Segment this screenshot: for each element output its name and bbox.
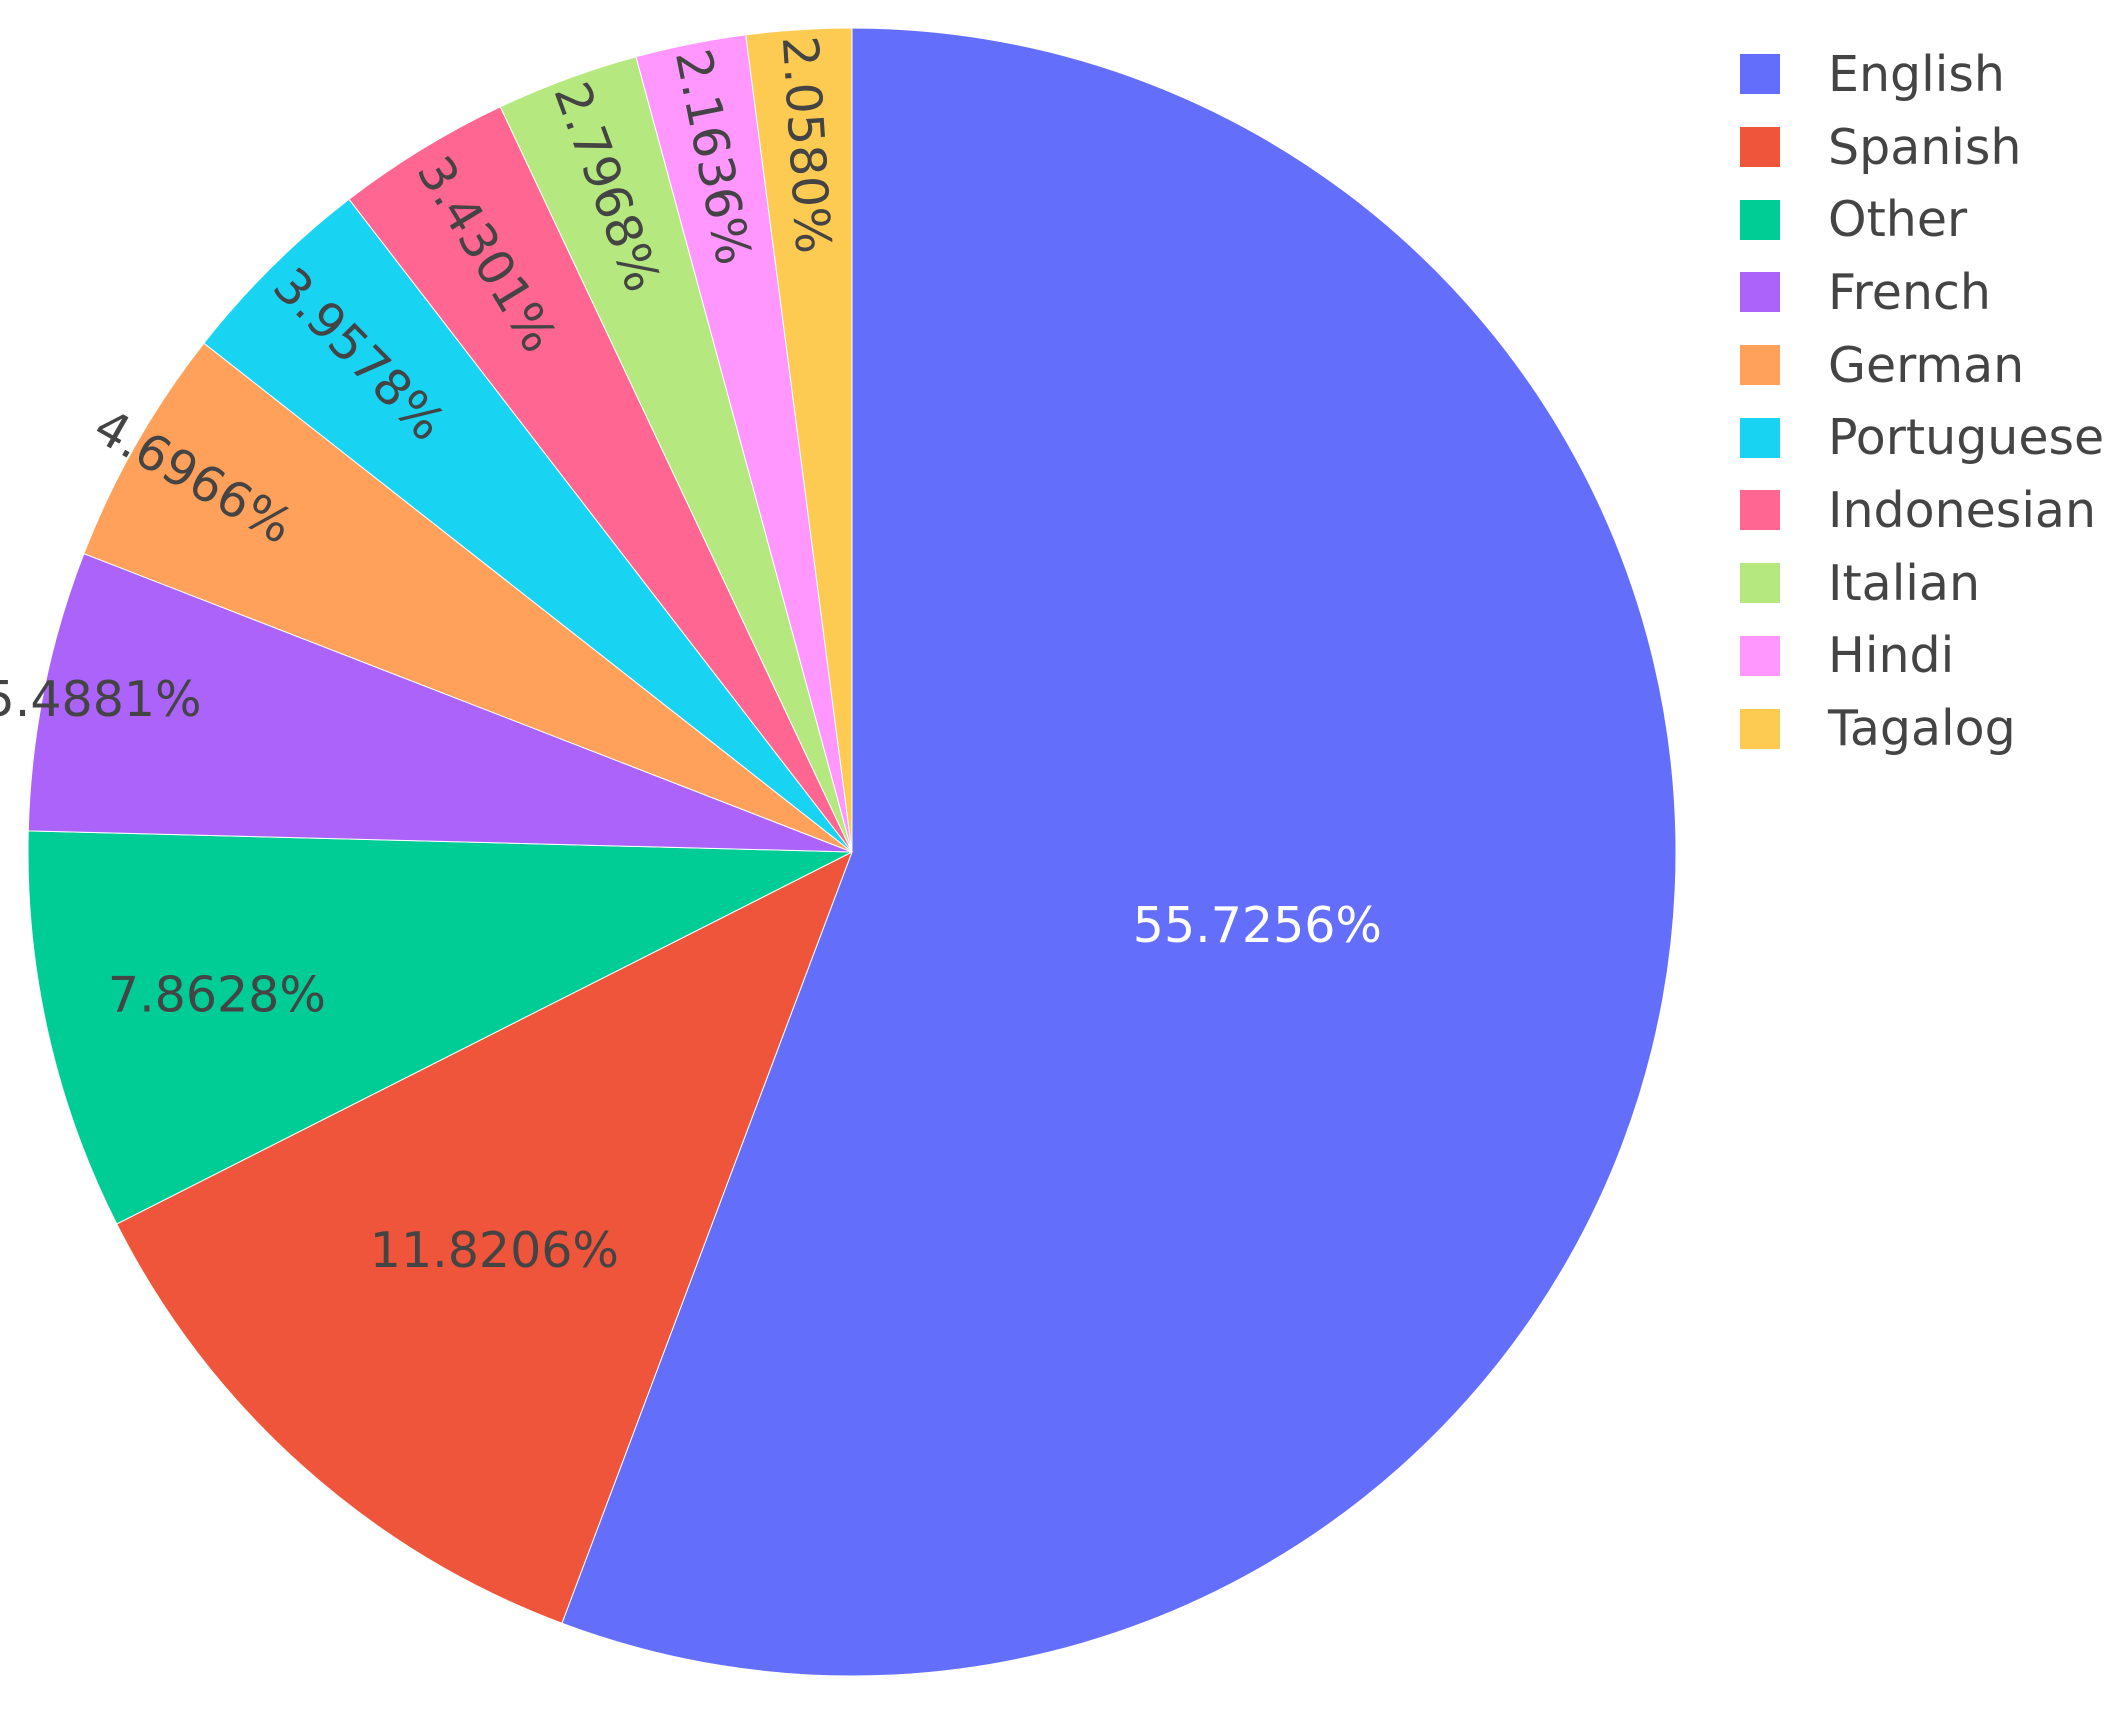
legend-label: French	[1828, 263, 1991, 321]
legend-swatch	[1740, 199, 1780, 240]
legend-item-spanish[interactable]: Spanish	[1740, 111, 2104, 184]
legend-label: Other	[1828, 191, 1968, 249]
legend-swatch	[1740, 563, 1780, 604]
legend-swatch	[1740, 417, 1780, 458]
legend-item-tagalog[interactable]: Tagalog	[1740, 692, 2104, 765]
legend-item-indonesian[interactable]: Indonesian	[1740, 474, 2104, 547]
legend-item-other[interactable]: Other	[1740, 183, 2104, 256]
legend-label: Hindi	[1828, 627, 1955, 685]
legend-item-english[interactable]: English	[1740, 38, 2104, 111]
legend-swatch	[1740, 54, 1780, 95]
legend-label: Portuguese	[1828, 409, 2105, 467]
slice-label-english: 55.7256%	[1133, 897, 1382, 954]
slice-label-french: 5.4881%	[0, 671, 202, 728]
slice-label-spanish: 11.8206%	[370, 1222, 619, 1279]
legend-label: German	[1828, 336, 2025, 394]
legend-label: Spanish	[1828, 118, 2022, 176]
legend-swatch	[1740, 272, 1780, 313]
legend-label: English	[1828, 45, 2005, 103]
slice-french[interactable]	[27, 552, 853, 853]
slice-german[interactable]	[83, 342, 853, 853]
legend-swatch	[1740, 635, 1780, 676]
slice-portuguese[interactable]	[203, 198, 853, 853]
legend-label: Tagalog	[1828, 700, 2016, 758]
legend-item-portuguese[interactable]: Portuguese	[1740, 401, 2104, 474]
legend-item-hindi[interactable]: Hindi	[1740, 620, 2104, 693]
legend-item-german[interactable]: German	[1740, 329, 2104, 402]
legend-swatch	[1740, 708, 1780, 749]
legend-label: Italian	[1828, 554, 1981, 612]
slice-tagalog[interactable]	[745, 27, 853, 853]
legend-swatch	[1740, 490, 1780, 531]
legend-label: Indonesian	[1828, 481, 2097, 539]
legend: English Spanish Other French German Portugues…	[1740, 38, 2104, 765]
legend-item-italian[interactable]: Italian	[1740, 547, 2104, 620]
legend-swatch	[1740, 127, 1780, 168]
slice-spanish[interactable]	[116, 850, 853, 1624]
legend-swatch	[1740, 345, 1780, 386]
legend-item-french[interactable]: French	[1740, 256, 2104, 329]
slice-label-tagalog: 2.0580%	[771, 34, 842, 255]
slice-label-other: 7.8628%	[108, 966, 326, 1023]
slice-english[interactable]	[561, 27, 1677, 1677]
slice-other[interactable]	[27, 830, 853, 1225]
